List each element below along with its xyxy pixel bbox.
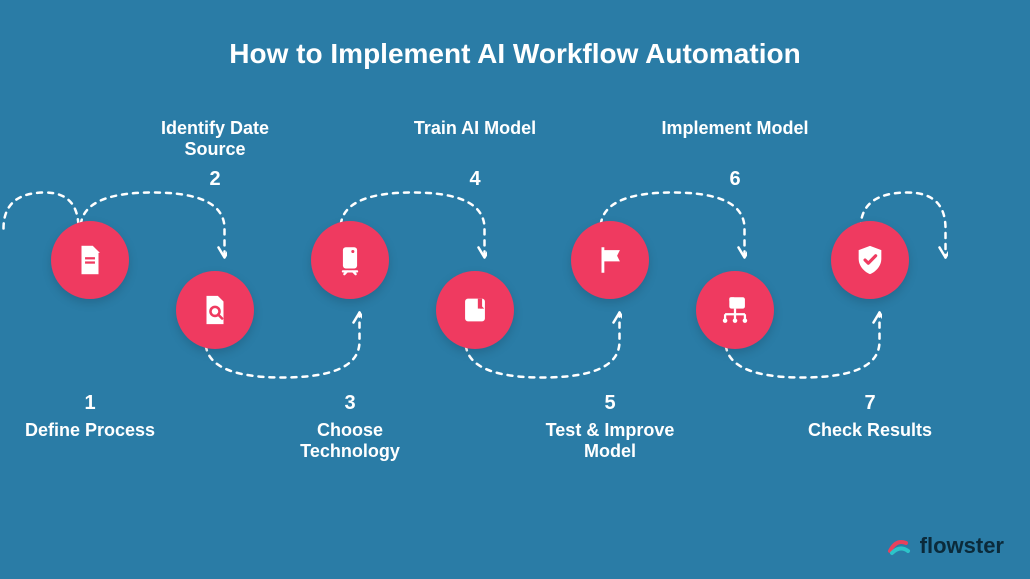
infographic-stage: How to Implement AI Workflow Automation 1… — [0, 0, 1030, 579]
step-number-4: 4 — [455, 168, 495, 191]
page-title: How to Implement AI Workflow Automation — [0, 38, 1030, 70]
step-number-6: 6 — [715, 168, 755, 191]
step-label-2: Identify Date Source — [140, 118, 290, 160]
step-label-6: Implement Model — [660, 118, 810, 139]
step-circle-4 — [436, 271, 514, 349]
shield-check-icon — [853, 243, 887, 277]
flowster-mark-icon — [886, 533, 912, 559]
brand-logo: flowster — [886, 533, 1004, 559]
deploy-icon — [718, 293, 752, 327]
step-circle-2 — [176, 271, 254, 349]
brand-name: flowster — [920, 533, 1004, 559]
step-label-1: Define Process — [15, 420, 165, 441]
step-circle-1 — [51, 221, 129, 299]
doc-search-icon — [198, 293, 232, 327]
step-circle-5 — [571, 221, 649, 299]
step-number-2: 2 — [195, 168, 235, 191]
flag-icon — [593, 243, 627, 277]
step-label-3: Choose Technology — [275, 420, 425, 462]
device-icon — [333, 243, 367, 277]
step-circle-7 — [831, 221, 909, 299]
step-label-4: Train AI Model — [400, 118, 550, 139]
step-label-5: Test & Improve Model — [535, 420, 685, 462]
step-circle-3 — [311, 221, 389, 299]
step-number-7: 7 — [850, 392, 890, 415]
step-number-1: 1 — [70, 392, 110, 415]
step-circle-6 — [696, 271, 774, 349]
step-number-5: 5 — [590, 392, 630, 415]
step-number-3: 3 — [330, 392, 370, 415]
book-icon — [458, 293, 492, 327]
step-label-7: Check Results — [795, 420, 945, 441]
document-icon — [73, 243, 107, 277]
